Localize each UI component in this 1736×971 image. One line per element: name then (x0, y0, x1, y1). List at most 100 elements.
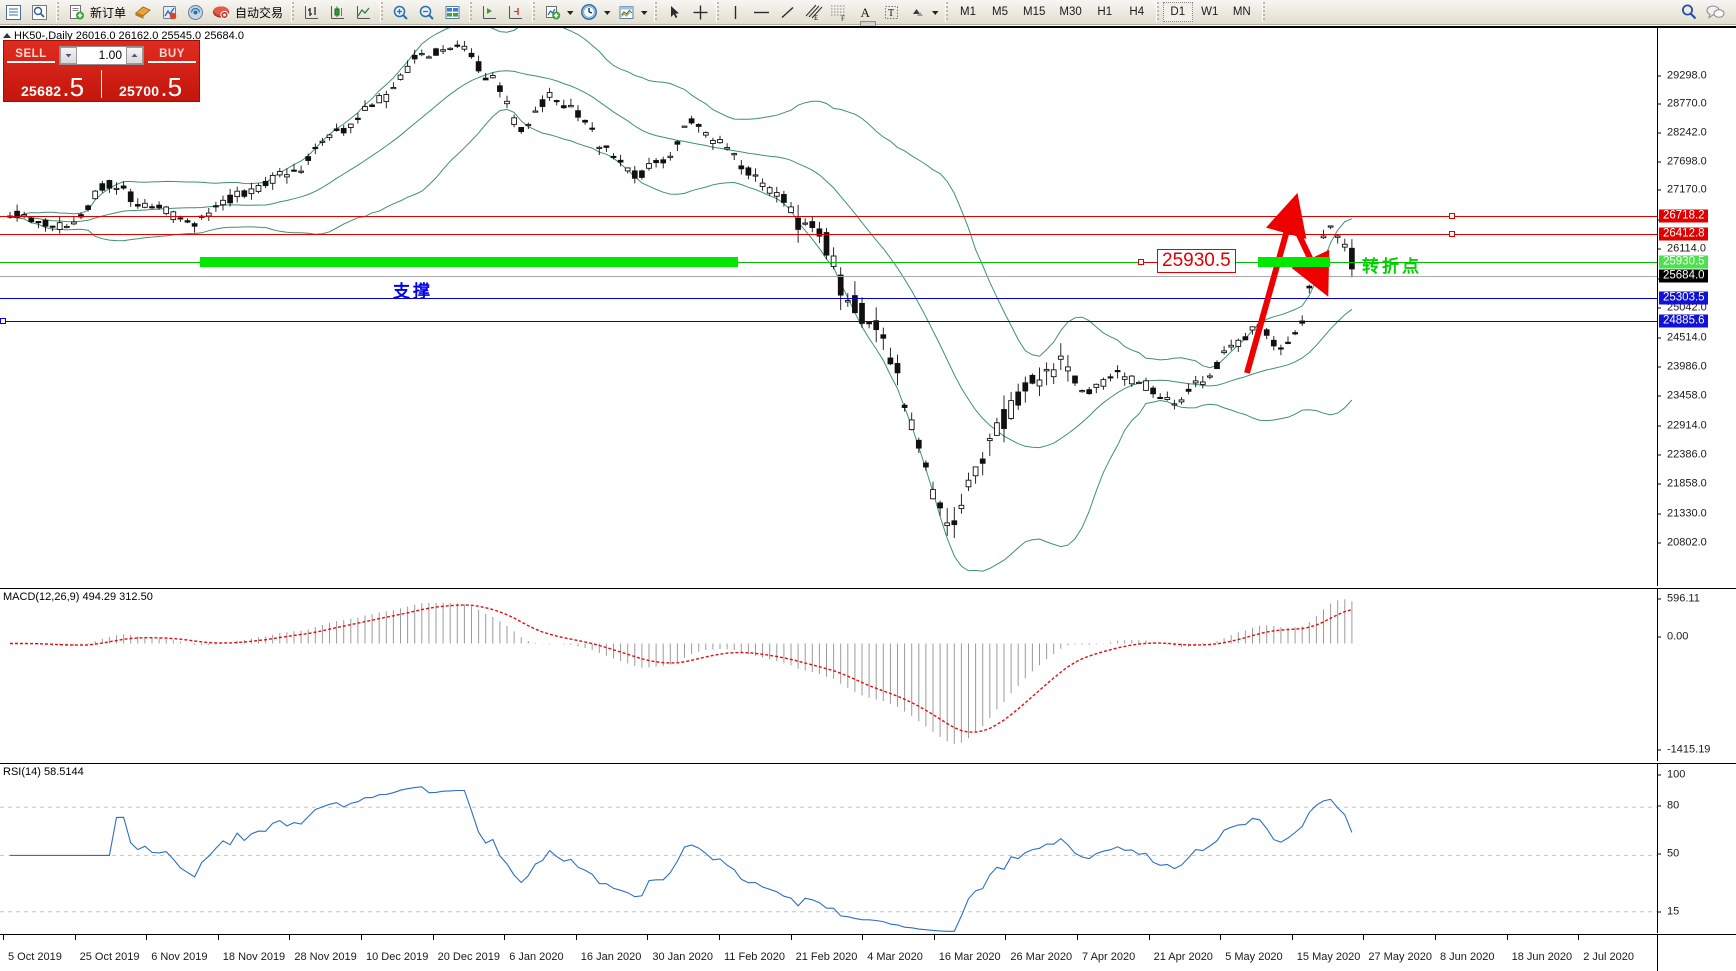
volume-increment-button[interactable] (126, 46, 143, 64)
chevron-down-icon[interactable] (602, 1, 613, 23)
timeframe-m30[interactable]: M30 (1059, 6, 1082, 18)
sell-button[interactable]: 25682.5 (4, 67, 101, 101)
vertical-line-icon[interactable] (723, 1, 747, 23)
level-handle-26412[interactable] (1449, 231, 1455, 237)
svg-text:F: F (841, 15, 845, 22)
metaeditor-icon[interactable] (131, 1, 155, 23)
new-order-label[interactable]: 新订单 (90, 5, 127, 20)
timeframe-h1[interactable]: H1 (1097, 6, 1113, 18)
add-indicator-icon[interactable] (540, 1, 564, 23)
resistance-zone-band[interactable] (1258, 257, 1330, 267)
chart-scroll-handle[interactable] (860, 21, 876, 26)
autotrading-icon[interactable] (209, 1, 233, 23)
chevron-down-icon[interactable] (639, 1, 650, 23)
line-chart-icon[interactable] (351, 1, 375, 23)
zoom-in-icon[interactable] (388, 1, 412, 23)
period-clock-icon[interactable] (577, 1, 601, 23)
timeframe-h4[interactable]: H4 (1129, 6, 1145, 18)
level-handle-26718[interactable] (1449, 213, 1455, 219)
rsi-y-axis[interactable]: 100 80 50 15 (1657, 764, 1736, 933)
chat-icon[interactable] (1703, 1, 1727, 23)
price-chart-panel[interactable]: HK50-,Daily 26016.0 26162.0 25545.0 2568… (0, 20, 1736, 586)
trendline-icon[interactable] (775, 1, 799, 23)
time-axis-tick (1077, 935, 1078, 940)
symbol-ohlc-header: HK50-,Daily 26016.0 26162.0 25545.0 2568… (3, 30, 244, 42)
equidistant-channel-icon[interactable]: E (801, 1, 825, 23)
bar-chart-icon[interactable] (299, 1, 323, 23)
market-watch-icon[interactable] (1, 1, 25, 23)
time-axis-label: 27 May 2020 (1368, 951, 1432, 963)
price-plot-area[interactable]: 支撑 转折点 25930.5 (0, 20, 1657, 586)
autotrading-label[interactable]: 自动交易 (235, 5, 284, 20)
level-line-25303[interactable] (0, 298, 1657, 299)
chart-shift-icon[interactable] (477, 1, 501, 23)
time-axis-label: 2 Jul 2020 (1583, 951, 1634, 963)
price-label-26718[interactable]: 26718.2 (1659, 209, 1708, 223)
text-label-icon[interactable]: T (879, 1, 903, 23)
buy-label: BUY (148, 48, 196, 63)
timeframe-mn[interactable]: MN (1232, 6, 1251, 18)
macd-series-graphic (10, 599, 1353, 744)
toolbar-separator (1261, 2, 1265, 22)
one-click-trading-panel[interactable]: SELL 1.00 BUY 25682.5 25700.5 (3, 40, 200, 102)
volume-decrement-button[interactable] (60, 46, 77, 64)
horizontal-line-icon[interactable] (749, 1, 773, 23)
data-window-icon[interactable] (27, 1, 51, 23)
auto-scroll-icon[interactable] (503, 1, 527, 23)
price-label-25303[interactable]: 25303.5 (1659, 291, 1708, 305)
level-line-24885[interactable] (0, 321, 1657, 322)
rsi-plot-area[interactable] (0, 764, 1657, 933)
support-zone-band[interactable] (200, 257, 738, 267)
trade-panel-divider (101, 70, 102, 98)
price-callout-25930[interactable]: 25930.5 (1157, 249, 1236, 273)
chevron-down-icon[interactable] (930, 1, 941, 23)
toolbar-separator (532, 2, 536, 22)
level-handle-24885[interactable] (0, 318, 6, 324)
macd-y-axis[interactable]: 596.11 0.00 -1415.19 (1657, 589, 1736, 761)
volume-value[interactable]: 1.00 (98, 48, 122, 62)
tile-windows-icon[interactable] (440, 1, 464, 23)
timeframe-w1[interactable]: W1 (1201, 6, 1219, 18)
cursor-arrow-icon[interactable] (662, 1, 686, 23)
candlestick-chart-icon[interactable] (325, 1, 349, 23)
level-line-26718[interactable] (0, 216, 1657, 217)
timeframe-m1[interactable]: M1 (960, 6, 977, 18)
fibonacci-retracement-icon[interactable]: F (827, 1, 851, 23)
crosshair-icon[interactable] (688, 1, 712, 23)
templates-icon[interactable] (614, 1, 638, 23)
timeframe-m5[interactable]: M5 (992, 6, 1009, 18)
timeframe-group: M1 M5 M15 M30 H1 H4 D1 W1 MN (952, 0, 1258, 24)
search-icon[interactable] (1677, 1, 1701, 23)
chart-expand-icon[interactable] (3, 33, 11, 38)
turning-point-label[interactable]: 转折点 (1362, 257, 1422, 276)
price-label-25930[interactable]: 25930.5 (1659, 255, 1708, 269)
buy-button[interactable]: 25700.5 (102, 67, 199, 101)
callout-handle[interactable] (1138, 259, 1144, 265)
price-tick: 28242.0 (1657, 127, 1707, 139)
new-order-icon[interactable] (64, 1, 88, 23)
support-label[interactable]: 支撑 (393, 282, 433, 301)
price-label-26412[interactable]: 26412.8 (1659, 227, 1708, 241)
zoom-out-icon[interactable] (414, 1, 438, 23)
level-line-26412[interactable] (0, 234, 1657, 235)
strategy-tester-icon[interactable] (157, 1, 181, 23)
time-axis-tick (1148, 935, 1150, 940)
timeframe-d1[interactable]: D1 (1162, 2, 1193, 22)
level-line-25930[interactable] (0, 262, 1657, 263)
time-axis[interactable]: 5 Oct 2019 25 Oct 2019 6 Nov 2019 18 Nov 20… (0, 934, 1736, 971)
price-tick: 27170.0 (1657, 184, 1707, 196)
toolbar-separator (716, 2, 720, 22)
chevron-down-icon[interactable] (565, 1, 576, 23)
price-y-axis[interactable]: 29298.0 28770.0 28242.0 27698.0 27170.0 … (1657, 28, 1736, 586)
volume-stepper[interactable]: 1.00 (59, 45, 144, 65)
time-axis-label: 11 Feb 2020 (724, 951, 785, 963)
timeframe-m15[interactable]: M15 (1023, 6, 1046, 18)
shapes-icon[interactable] (905, 1, 929, 23)
macd-indicator-panel[interactable]: MACD(12,26,9) 494.29 312.50 596.11 0.00 … (0, 588, 1736, 761)
price-label-24885[interactable]: 24885.6 (1659, 314, 1708, 328)
text-icon[interactable]: A (853, 1, 877, 23)
macd-plot-area[interactable] (0, 589, 1657, 761)
signals-icon[interactable] (183, 1, 207, 23)
rsi-indicator-panel[interactable]: RSI(14) 58.5144 100 80 50 15 (0, 763, 1736, 933)
chart-container[interactable]: HK50-,Daily 26016.0 26162.0 25545.0 2568… (0, 20, 1736, 971)
